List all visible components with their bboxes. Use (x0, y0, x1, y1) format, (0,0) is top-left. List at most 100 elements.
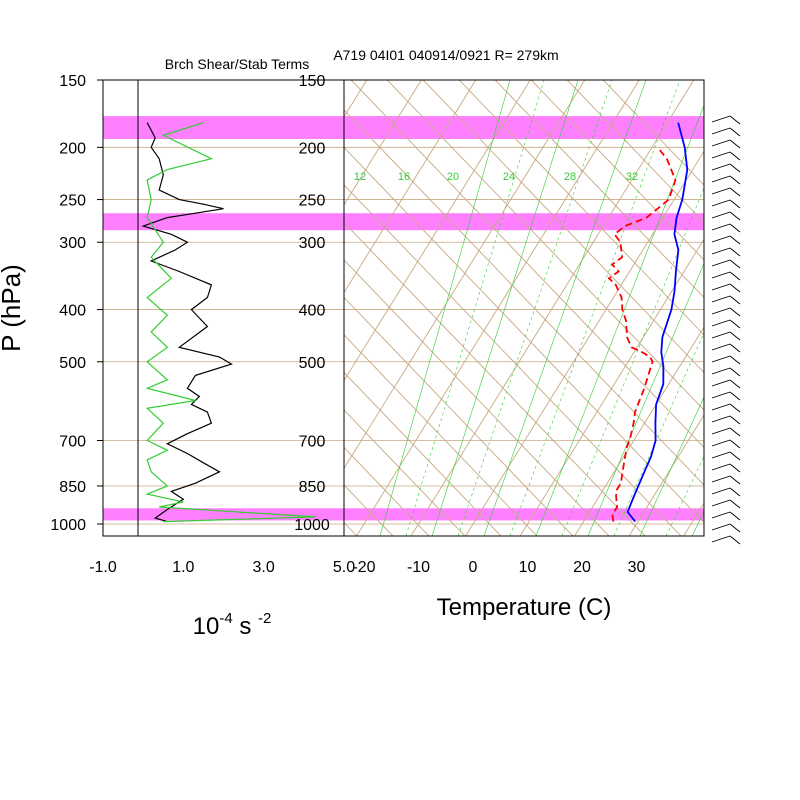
wind-barb-flag (729, 427, 741, 437)
wind-barb-staff (711, 187, 731, 195)
wind-barb-flag (729, 187, 741, 197)
wind-barb-flag (729, 163, 741, 173)
isotherm-line (793, 64, 800, 536)
shear-term-line (141, 122, 233, 523)
skewt-pressure-tick-label: 500 (299, 355, 326, 372)
dry-adiabat-line (344, 259, 610, 536)
wind-barb-flag (729, 379, 741, 389)
wind-barb-flag (729, 487, 741, 497)
isotherm-line (344, 80, 586, 470)
wind-barb-flag (729, 139, 741, 149)
dry-adiabat-line (344, 184, 682, 536)
wind-barb-staff (711, 523, 731, 531)
skewt-pressure-tick-label: 250 (299, 193, 326, 210)
wind-barb-flag (729, 235, 741, 245)
pressure-tick-label: 250 (59, 193, 86, 210)
wind-barb-flag (729, 499, 741, 509)
temperature-axis-label: Temperature (C) (437, 594, 612, 621)
skewt-background-lines: 12 16 20 24 28 32 (344, 64, 800, 536)
wind-barb-staff (711, 367, 731, 375)
shear-x-tick-label: 3.0 (253, 559, 275, 576)
mixing-ratio-line (639, 396, 704, 536)
wind-barb-staff (711, 463, 731, 471)
wind-barb-flag (729, 295, 741, 305)
wind-barb-staff (711, 151, 731, 159)
pressure-tick-label: 850 (59, 479, 86, 496)
isotherm-line (344, 80, 477, 294)
wind-barb-staff (711, 415, 731, 423)
wind-barb-flag (729, 319, 741, 329)
mixing-ratio-label: 16 (398, 171, 410, 183)
highlight-band (103, 116, 704, 139)
wind-barb-flag (729, 223, 741, 233)
wind-barb-staff (711, 511, 731, 519)
dry-adiabat-line (344, 109, 704, 486)
wind-barb-staff (711, 355, 731, 363)
wind-barb-flag (729, 451, 741, 461)
wind-barb-staff (711, 307, 731, 315)
wind-barb-staff (711, 127, 731, 135)
skewt-profiles (607, 122, 689, 523)
wind-barb-staff (711, 235, 731, 243)
wind-barb-staff (711, 211, 731, 219)
wind-barb-flag (729, 355, 741, 365)
wind-barb-flag (729, 391, 741, 401)
skewt-panel-frame (343, 79, 705, 537)
wind-barb-flag (729, 151, 741, 161)
dry-adiabat-line (344, 446, 430, 536)
wind-barb-staff (711, 343, 731, 351)
isotherm-line (465, 150, 704, 536)
skewt-pressure-tick-label: 150 (299, 73, 326, 90)
shear-x-tick-label: 1.0 (172, 559, 194, 576)
shear-units-mid: s (233, 613, 258, 640)
shear-units-exp1: -4 (219, 610, 232, 627)
temperature-tick-label: 20 (573, 559, 591, 576)
dry-adiabat-line (344, 334, 538, 536)
pressure-tick-label: 400 (59, 303, 86, 320)
mixing-ratio-line (509, 80, 681, 536)
wind-barb-staff (711, 487, 731, 495)
mixing-ratio-label: 28 (564, 171, 576, 183)
wind-barb-flag (729, 127, 741, 137)
wind-barb-flag (729, 343, 741, 353)
wind-barb-staff (711, 451, 731, 459)
wind-barb-flag (729, 115, 741, 125)
wind-barb-staff (711, 259, 731, 267)
skewt-pressure-tick-label: 400 (299, 303, 326, 320)
wind-barb-staff (711, 535, 731, 543)
wind-barb-flag (729, 439, 741, 449)
mixing-ratio-line (457, 80, 613, 536)
shear-units-base: 10 (193, 613, 220, 640)
pressure-tick-label: 1000 (50, 517, 86, 534)
wind-barb-staff (711, 427, 731, 435)
mixing-ratio-label: 12 (354, 171, 366, 183)
sounding-title: A719 04I01 040914/0921 R= 279km (333, 47, 558, 63)
wind-barb-staff (711, 163, 731, 171)
mixing-ratio-label: 20 (447, 171, 459, 183)
wind-barb-flag (729, 271, 741, 281)
wind-barb-flag (729, 403, 741, 413)
mixing-ratio-line (691, 511, 704, 536)
shear-panel-gridlines (103, 80, 344, 525)
isotherm-line (574, 326, 704, 536)
wind-barb-flag (729, 259, 741, 269)
isotherm-line (411, 80, 695, 536)
stability-term-line (145, 122, 316, 523)
shear-x-tick-label: -1.0 (89, 559, 117, 576)
wind-barbs (711, 115, 741, 545)
wind-barb-staff (711, 403, 731, 411)
wind-barb-staff (711, 199, 731, 207)
mixing-ratio-line (535, 104, 704, 536)
wind-barb-flag (729, 307, 741, 317)
wind-barb-flag (729, 475, 741, 485)
axis-ticks: 1502002503004005007008501000150200250300… (50, 73, 645, 576)
wind-barb-flag (729, 523, 741, 533)
wind-barb-staff (711, 295, 731, 303)
wind-barb-staff (711, 139, 731, 147)
skewt-pressure-tick-label: 850 (299, 479, 326, 496)
mixing-ratio-line (483, 80, 647, 536)
wind-barb-staff (711, 379, 731, 387)
dry-adiabat-line (530, 80, 704, 261)
isotherm-line (629, 414, 704, 536)
shear-units-label: 10-4 s -2 (193, 610, 272, 640)
